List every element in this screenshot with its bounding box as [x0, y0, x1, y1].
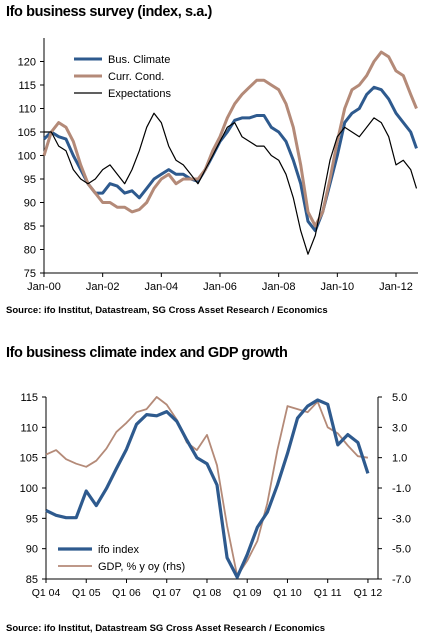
chart1-y-tick-label: 90 — [24, 198, 36, 210]
chart1-x-tick-label: Jan-10 — [321, 281, 355, 293]
chart2-left-tick-label: 95 — [26, 513, 38, 525]
chart2-source: Source: ifo Institut, Datastream SG Cros… — [6, 623, 326, 634]
chart2-series-line — [45, 398, 370, 579]
chart2-right-tick-label: -3.0 — [392, 513, 411, 525]
chart1-y-tick-label: 85 — [24, 221, 36, 233]
chart2-x-tick-label: Q1 07 — [152, 587, 181, 599]
chart2-x-tick-label: Q1 11 — [314, 587, 342, 599]
chart2-series-line — [45, 396, 369, 577]
chart2-right-tick-label: -7.0 — [392, 574, 411, 586]
chart2-x-tick-label: Q1 08 — [193, 587, 222, 599]
chart1-x-tick-label: Jan-08 — [262, 281, 296, 293]
chart2-x-tick-label: Q1 09 — [233, 587, 262, 599]
chart2-left-tick-label: 105 — [20, 453, 38, 465]
chart1-series-line — [44, 112, 418, 255]
chart1-x-tick-label: Jan-04 — [145, 281, 179, 293]
chart1-x-tick-label: Jan-06 — [203, 281, 237, 293]
chart1-legend-label: Expectations — [108, 88, 171, 100]
chart1-x-tick-label: Jan-02 — [86, 281, 120, 293]
chart1-series-line — [42, 85, 418, 233]
chart2-right-tick-label: 3.0 — [392, 422, 407, 434]
chart1-source: Source: ifo Institut, Datastream, SG Cro… — [6, 305, 328, 316]
chart1-legend-label: Bus. Climate — [108, 54, 170, 66]
chart1-legend-label: Curr. Cond. — [108, 71, 164, 83]
chart2-right-tick-label: -5.0 — [392, 544, 411, 556]
chart2-left-tick-label: 90 — [26, 544, 38, 556]
chart1-y-tick-label: 100 — [18, 151, 36, 163]
chart1-y-tick-label: 105 — [18, 127, 36, 139]
chart1-y-tick-label: 115 — [18, 80, 36, 92]
chart1-y-tick-label: 95 — [24, 174, 36, 186]
chart1-y-tick-label: 80 — [24, 245, 36, 257]
chart1-svg: 75 80 85 90 95 100 105 110 115 120 Jan-00 Jan-02 Jan… — [18, 38, 418, 293]
chart2-left-tick-label: 100 — [20, 483, 38, 495]
chart2-x-tick-label: Q1 10 — [273, 587, 302, 599]
chart2-right-tick-label: 1.0 — [392, 453, 407, 465]
chart1-x-tick-label: Jan-12 — [379, 281, 413, 293]
chart2-right-tick-label: 5.0 — [392, 392, 407, 404]
chart1-y-tick-label: 120 — [18, 57, 36, 69]
chart1-x-tick-label: Jan-00 — [27, 281, 61, 293]
chart2-svg: 85 90 95 100 105 110 115 5.0 3.0 1.0 -1.0 -3.0 -5.0 -… — [20, 392, 411, 599]
chart2-left-tick-label: 110 — [20, 422, 38, 434]
chart2-x-tick-label: Q1 12 — [354, 587, 383, 599]
chart2-x-tick-label: Q1 05 — [72, 587, 101, 599]
chart1-y-tick-label: 110 — [18, 104, 36, 116]
chart2-right-tick-label: -1.0 — [392, 483, 411, 495]
chart1-y-tick-label: 75 — [24, 268, 36, 280]
chart2-left-tick-label: 115 — [20, 392, 38, 404]
chart2-x-tick-label: Q1 06 — [112, 587, 141, 599]
chart2-legend-label: ifo index — [98, 544, 139, 556]
chart2-x-tick-label: Q1 04 — [32, 587, 61, 599]
chart2-title: Ifo business climate index and GDP growt… — [6, 345, 288, 361]
chart2-left-tick-label: 85 — [26, 574, 38, 586]
chart1-title: Ifo business survey (index, s.a.) — [6, 4, 212, 20]
chart2-legend-label: GDP, % y oy (rhs) — [98, 561, 185, 573]
chart1-series-line — [42, 50, 418, 228]
